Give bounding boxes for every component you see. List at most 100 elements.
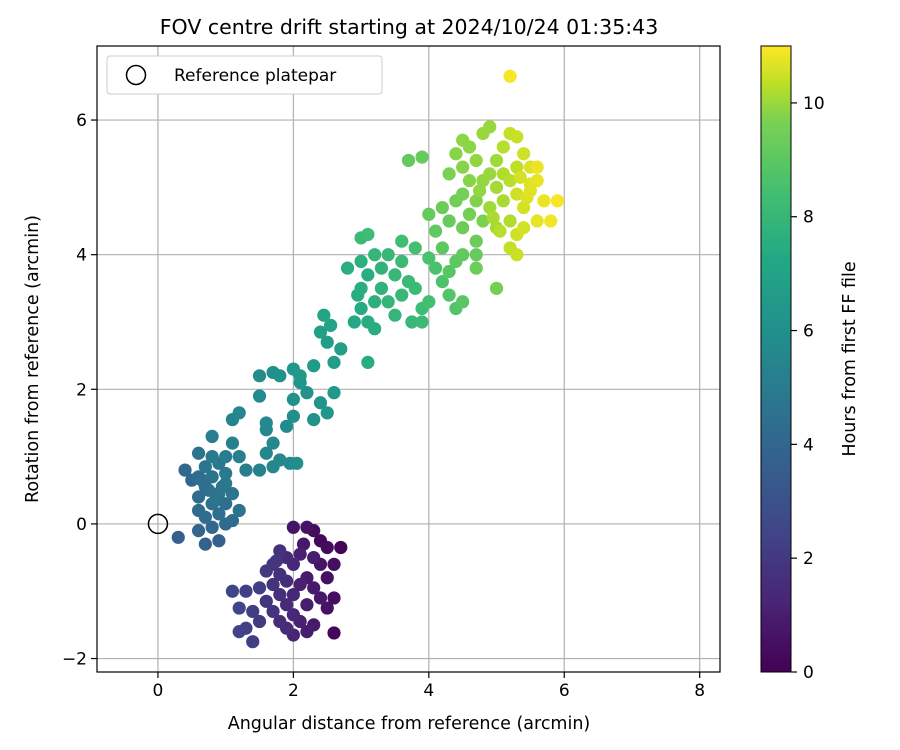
- data-point: [435, 200, 449, 215]
- data-point: [300, 386, 314, 400]
- data-point: [320, 571, 334, 585]
- data-point: [205, 429, 219, 444]
- data-point: [286, 587, 300, 602]
- data-point: [273, 369, 287, 383]
- data-point: [198, 537, 212, 551]
- data-point: [415, 315, 429, 329]
- data-point: [219, 450, 233, 464]
- data-points: [171, 69, 565, 649]
- data-point: [449, 147, 463, 161]
- data-point: [361, 268, 375, 282]
- data-point: [307, 359, 321, 373]
- data-point: [195, 473, 209, 487]
- data-point: [544, 214, 558, 228]
- data-point: [219, 497, 233, 511]
- data-point: [530, 214, 544, 228]
- data-point: [489, 180, 504, 194]
- data-point: [266, 577, 280, 592]
- data-point: [307, 581, 321, 595]
- data-point: [327, 355, 341, 369]
- x-axis-ticks: 0 2 4 6 8: [153, 672, 705, 701]
- data-point: [327, 386, 341, 400]
- data-point: [212, 534, 226, 548]
- data-point: [239, 463, 253, 477]
- x-tick-label: 4: [423, 681, 434, 701]
- data-point: [205, 520, 219, 534]
- data-point: [269, 554, 284, 568]
- legend: Reference platepar: [106, 55, 383, 95]
- data-point: [395, 234, 409, 248]
- data-point: [428, 261, 443, 275]
- x-tick-label: 0: [153, 681, 164, 701]
- data-point: [225, 436, 240, 450]
- colorbar: 0 2 4 6 8 10 Hours from first FF file: [760, 45, 860, 683]
- data-point: [473, 184, 487, 198]
- colorbar-tick-label: 8: [803, 208, 814, 228]
- data-point: [422, 251, 436, 265]
- data-point: [486, 211, 500, 225]
- data-point: [232, 625, 246, 639]
- data-point: [489, 281, 504, 295]
- data-point: [388, 268, 402, 282]
- data-point: [252, 369, 267, 383]
- data-point: [456, 248, 470, 262]
- colorbar-tick-label: 4: [803, 435, 814, 455]
- data-point: [259, 446, 273, 460]
- data-point: [320, 601, 334, 615]
- data-point: [307, 412, 321, 427]
- data-point: [510, 248, 524, 262]
- data-point: [296, 537, 311, 551]
- data-point: [408, 241, 422, 255]
- data-point: [252, 581, 267, 595]
- data-point: [368, 248, 382, 262]
- data-point: [354, 281, 368, 295]
- data-point: [374, 281, 389, 295]
- data-point: [225, 584, 240, 598]
- data-point: [456, 133, 470, 147]
- data-point: [320, 335, 334, 349]
- reference-marker-group: [147, 513, 169, 535]
- grid: [97, 46, 720, 672]
- colorbar-tick-label: 0: [803, 663, 814, 683]
- chart-title: FOV centre drift starting at 2024/10/24 …: [160, 15, 659, 39]
- data-point: [327, 557, 341, 571]
- data-point: [259, 564, 273, 578]
- data-point: [374, 261, 389, 275]
- data-point: [388, 308, 402, 322]
- y-axis-ticks: −2 0 2 4 6: [62, 111, 97, 670]
- data-point: [273, 614, 287, 629]
- data-point: [286, 409, 300, 423]
- data-point: [171, 530, 185, 544]
- data-point: [462, 174, 477, 188]
- data-point: [442, 264, 456, 279]
- data-point: [324, 318, 338, 332]
- legend-entry-reference: Reference platepar: [174, 66, 336, 86]
- data-point: [252, 463, 267, 477]
- data-point: [361, 227, 375, 242]
- data-point: [205, 470, 219, 484]
- data-point: [232, 601, 246, 615]
- x-tick-label: 2: [288, 681, 299, 701]
- data-point: [415, 150, 429, 164]
- x-tick-label: 8: [694, 681, 705, 701]
- data-point: [510, 130, 524, 144]
- data-point: [476, 214, 490, 228]
- data-point: [202, 483, 216, 497]
- y-tick-label: 6: [76, 111, 87, 131]
- data-point: [496, 140, 510, 154]
- data-point: [395, 288, 409, 302]
- data-point: [361, 355, 375, 369]
- data-point: [456, 187, 470, 201]
- x-axis-label: Angular distance from reference (arcmin): [228, 714, 591, 734]
- data-point: [208, 493, 223, 507]
- data-point: [401, 153, 416, 168]
- data-point: [381, 295, 395, 309]
- data-point: [334, 540, 348, 555]
- data-point: [368, 295, 382, 309]
- data-point: [469, 234, 483, 248]
- data-point: [340, 261, 355, 275]
- data-point: [517, 221, 531, 235]
- data-point: [266, 604, 280, 619]
- data-point: [225, 487, 240, 501]
- data-point: [422, 295, 436, 309]
